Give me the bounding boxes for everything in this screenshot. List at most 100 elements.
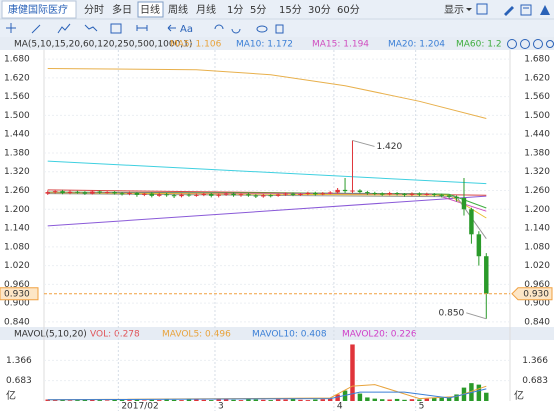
y-tick-label: 1.080	[524, 242, 550, 252]
volume-bar	[275, 399, 281, 401]
candle-body	[171, 195, 177, 197]
candle-body	[164, 194, 169, 196]
volume-bar	[305, 400, 311, 401]
candle-body	[327, 192, 333, 194]
candle-body	[313, 193, 318, 195]
volume-bar	[90, 399, 95, 401]
period-tab[interactable]: 分时	[84, 4, 104, 16]
volume-bar	[127, 400, 132, 401]
candle-body	[142, 193, 147, 195]
volume-bar	[268, 400, 273, 401]
ma-legend: MA20: 1.204	[388, 40, 445, 50]
font-icon[interactable]: Aa	[180, 24, 193, 35]
vol-tick-label: 1.366	[6, 356, 32, 366]
y-tick-label: 1.140	[4, 224, 30, 234]
volume-bar	[223, 399, 229, 401]
vol-legend: MAVOL20: 0.226	[342, 330, 417, 340]
candle-body	[194, 194, 199, 196]
volume-bar	[97, 400, 102, 401]
vol-legend: MAVOL10: 0.408	[252, 330, 327, 340]
vol-unit: 亿	[514, 389, 524, 402]
candle-body	[298, 193, 303, 195]
y-tick-label: 1.020	[524, 261, 550, 271]
ma-legend: MA15: 1.194	[312, 40, 369, 50]
vol-tick-label: 0.683	[6, 376, 32, 386]
x-tick-label: 4	[337, 402, 343, 411]
vol-legend: MAVOL5: 0.496	[162, 330, 231, 340]
ma-line	[47, 160, 487, 185]
y-tick-label: 1.680	[524, 55, 550, 65]
volume-bar	[409, 399, 415, 401]
y-tick-label: 1.680	[4, 55, 30, 65]
candle-body	[179, 194, 184, 197]
min-pointer	[466, 312, 487, 320]
y-tick-label: 1.440	[4, 130, 30, 140]
volume-bar	[201, 399, 207, 401]
candle-body	[454, 196, 459, 199]
pen-icon[interactable]	[504, 6, 514, 16]
candle-body	[379, 193, 385, 195]
candle-body	[350, 190, 355, 192]
candle-body	[387, 193, 392, 195]
y-tick-label: 1.320	[4, 167, 30, 177]
candle-body	[75, 191, 80, 193]
period-tab[interactable]: 30分	[308, 4, 331, 16]
period-tab[interactable]: 月线	[196, 3, 216, 16]
candle-body	[246, 194, 251, 196]
y-tick-label: 1.380	[4, 148, 30, 158]
candle-body	[231, 193, 236, 196]
period-selected	[137, 1, 164, 18]
max-pointer	[352, 139, 375, 147]
candle-body	[82, 192, 88, 194]
pin-icon[interactable]	[540, 5, 550, 15]
candle-body	[290, 193, 296, 195]
volume-bar	[298, 399, 303, 401]
candle-body	[149, 193, 155, 196]
vol-tick-label: 0.683	[522, 376, 548, 386]
volume-bar	[283, 399, 288, 401]
stock-name: 康健国际医疗	[8, 3, 68, 16]
candle-body	[320, 193, 325, 195]
y-tick-label: 1.080	[4, 242, 30, 252]
volume-bar	[82, 399, 88, 401]
candle-body	[424, 193, 430, 195]
period-tab[interactable]: 日线	[140, 3, 160, 16]
ma-line	[47, 195, 487, 227]
period-tab[interactable]: 多日	[112, 3, 132, 16]
x-tick-label: 5	[419, 402, 425, 411]
stock-tab[interactable]	[1, 0, 77, 19]
volume-bar	[327, 398, 333, 401]
y-tick-label: 1.020	[4, 261, 30, 271]
volume-bar	[186, 399, 192, 401]
layout-icon[interactable]	[520, 4, 532, 16]
display-menu[interactable]: 显示	[444, 4, 464, 16]
volume-bar	[261, 399, 266, 401]
volume-bar	[432, 398, 437, 401]
period-tab[interactable]: 60分	[337, 4, 360, 16]
y-tick-label: 1.560	[4, 92, 30, 102]
volume-bar	[149, 399, 155, 401]
volume-bar	[320, 399, 325, 401]
tool-icons[interactable]	[6, 23, 284, 34]
candle-body	[476, 234, 482, 257]
volume-bar	[156, 400, 162, 401]
volume-bar	[394, 398, 400, 401]
volume-bar	[454, 394, 459, 401]
candle-body	[268, 195, 273, 197]
volume-bar	[253, 399, 259, 401]
y-tick-label: 1.560	[524, 92, 550, 102]
period-tab[interactable]: 15分	[279, 4, 302, 16]
period-tab[interactable]: 1分	[227, 4, 243, 16]
y-tick-label: 0.900	[524, 299, 550, 309]
settings-icon[interactable]	[476, 3, 488, 15]
y-tick-label: 0.960	[4, 280, 30, 290]
candle-body	[261, 195, 266, 197]
candle-body	[238, 194, 244, 196]
candle-body	[45, 192, 50, 194]
y-tick-label: 1.500	[4, 111, 30, 121]
period-tab[interactable]: 周线	[168, 3, 188, 16]
period-tab[interactable]: 5分	[250, 4, 266, 16]
volume-bar	[313, 399, 318, 401]
volume-bar	[424, 398, 430, 401]
